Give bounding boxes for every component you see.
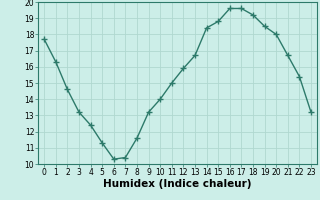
X-axis label: Humidex (Indice chaleur): Humidex (Indice chaleur)	[103, 179, 252, 189]
